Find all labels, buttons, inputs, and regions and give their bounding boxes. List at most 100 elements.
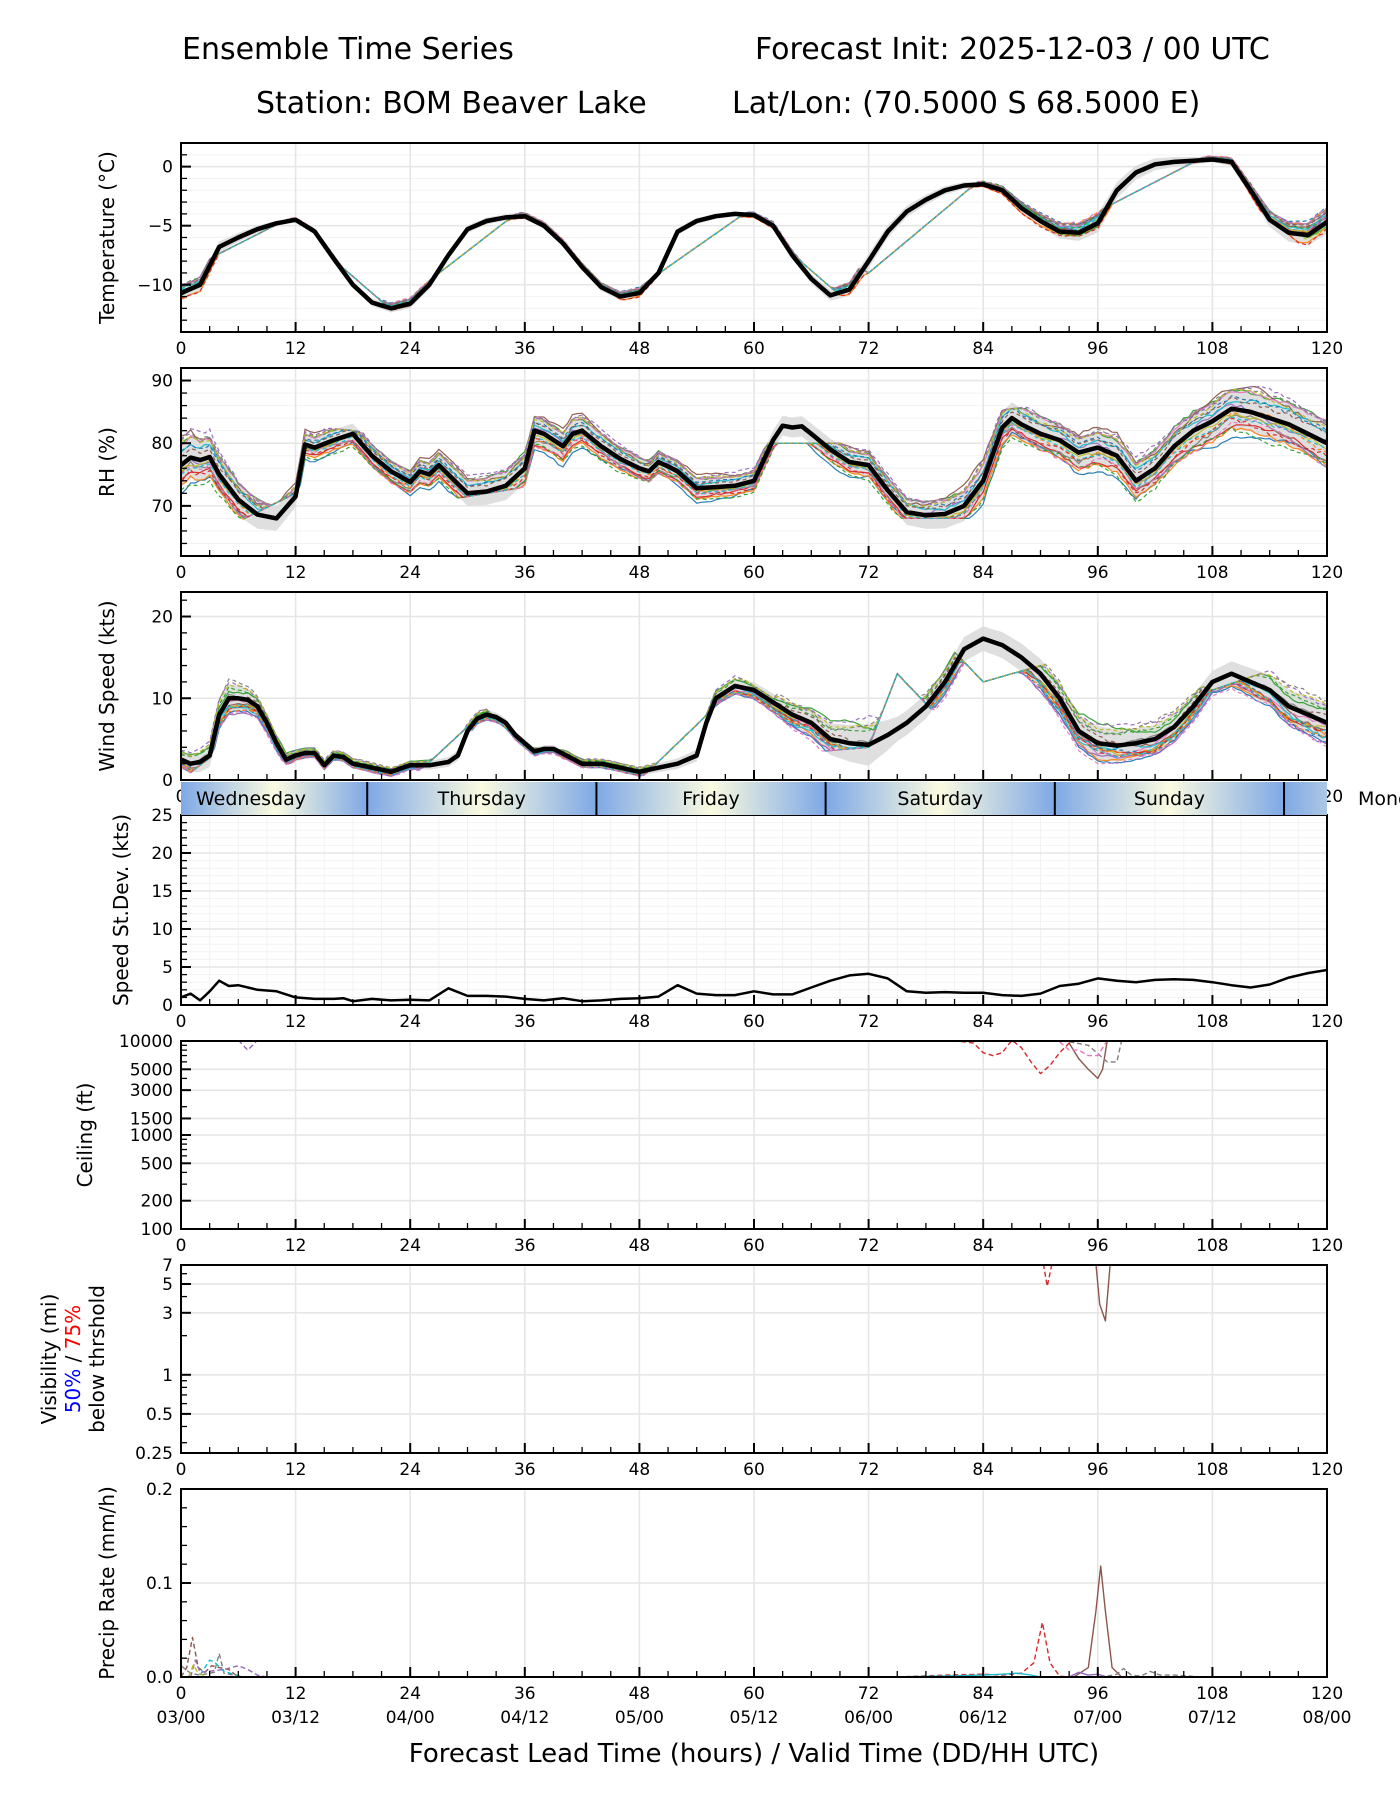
x-tick-label: 48	[629, 1684, 651, 1704]
y-tick-label: 0.25	[135, 1444, 173, 1464]
series-line-stdev	[181, 968, 1327, 1003]
x-tick-label: 0	[176, 339, 187, 359]
x-tick-label: 36	[514, 339, 536, 359]
x-tick-label: 48	[629, 1460, 651, 1480]
y-tick-label: 80	[151, 434, 173, 454]
x-tick-label-valid-time: 04/00	[386, 1708, 435, 1728]
x-tick-label: 24	[399, 339, 421, 359]
y-tick-label: 10	[151, 920, 173, 940]
y-tick-label: 0.2	[146, 1480, 173, 1500]
series-line-member_purple_dashed	[189, 1659, 268, 1677]
y-tick-label: −10	[137, 276, 173, 296]
x-tick-label: 96	[1087, 563, 1109, 583]
x-tick-label: 0	[176, 563, 187, 583]
ensemble-member-line	[181, 418, 1327, 519]
y-tick-label: 0	[162, 771, 173, 791]
x-tick-label: 120	[1311, 1460, 1343, 1480]
x-tick-label: 72	[858, 1460, 880, 1480]
ensemble-member-line	[181, 388, 1327, 509]
x-tick-label-valid-time: 03/00	[157, 1708, 206, 1728]
x-tick-label-valid-time: 07/00	[1073, 1708, 1122, 1728]
x-tick-label: 72	[858, 1684, 880, 1704]
x-tick-label-valid-time: 07/12	[1188, 1708, 1237, 1728]
title-forecast-init: Forecast Init: 2025-12-03 / 00 UTC	[755, 32, 1270, 67]
y-axis-label: Speed St.Dev. (kts)	[109, 814, 133, 1006]
ensemble-member-line	[181, 662, 1327, 777]
ensemble-member-line	[181, 395, 1327, 509]
x-tick-label: 0	[176, 1236, 187, 1256]
y-tick-label: 25	[151, 806, 173, 826]
x-tick-label: 108	[1196, 1684, 1228, 1704]
y-axis-label: Temperature (°C)	[95, 151, 119, 325]
x-tick-label: 36	[514, 1012, 536, 1032]
x-tick-label: 108	[1196, 1012, 1228, 1032]
x-tick-label: 96	[1087, 339, 1109, 359]
y-tick-label: 10	[151, 689, 173, 709]
y-tick-label: 3	[162, 1304, 173, 1324]
series-line-member_purple	[1068, 1671, 1108, 1677]
grid-precip	[180, 1488, 1328, 1678]
panel-temperature: 0 12 24 36 48 60 72 84 96 108 120 0 −5 −10 Temperature…	[95, 142, 1343, 359]
day-label-saturday: Saturday	[897, 788, 983, 810]
series-line-member_brown_dashed	[181, 1636, 248, 1677]
x-tick-label: 24	[399, 1460, 421, 1480]
y-tick-label: 20	[151, 844, 173, 864]
day-cell-wednesday	[181, 782, 368, 815]
title-latlon: Lat/Lon: (70.5000 S 68.5000 E)	[732, 86, 1201, 121]
y-tick-label: 0	[162, 996, 173, 1016]
x-tick-label: 96	[1087, 1012, 1109, 1032]
plot-area-visibility	[1042, 1265, 1111, 1322]
x-tick-label: 0	[176, 1460, 187, 1480]
x-tick-label-valid-time: 06/12	[959, 1708, 1008, 1728]
day-cell-friday	[596, 782, 826, 815]
panel-speed_stdev: 0 12 24 36 48 60 72 84 96 108 120 25 20 15 10 5 0 Speed S…	[109, 806, 1343, 1032]
x-tick-label: 48	[629, 563, 651, 583]
x-tick-label: 48	[629, 1012, 651, 1032]
ensemble-member-line	[181, 654, 1327, 769]
y-tick-label: 1	[162, 1366, 173, 1386]
day-cell-monday	[1284, 782, 1327, 815]
series-line-member_red_dashed	[897, 1621, 1070, 1677]
y-axis-label: Ceiling (ft)	[73, 1083, 97, 1188]
x-axis-label: Forecast Lead Time (hours) / Valid Time …	[409, 1739, 1099, 1769]
plot-area-speed_stdev	[181, 968, 1327, 1003]
y-tick-label: 5000	[130, 1060, 173, 1080]
x-tick-label: 60	[743, 563, 765, 583]
threshold-50-label: 50%	[61, 1369, 85, 1413]
ensemble-member-line	[181, 385, 1327, 506]
x-tick-label: 24	[399, 1684, 421, 1704]
panel-rh: 0 12 24 36 48 60 72 84 96 108 120 90 80 70 RH (%)	[95, 367, 1343, 583]
ensemble-spread-band	[181, 626, 1327, 776]
x-tick-label: 108	[1196, 563, 1228, 583]
day-cell-thursday	[367, 782, 597, 815]
y-tick-label: 7	[162, 1256, 173, 1276]
x-tick-label: 120	[1311, 339, 1343, 359]
series-line-member_pink_dashed	[1059, 1041, 1108, 1057]
x-tick-label: 96	[1087, 1460, 1109, 1480]
y-tick-label: 0.0	[146, 1668, 173, 1688]
plot-area-ceiling	[238, 1041, 1123, 1080]
x-tick-label: 96	[1087, 1236, 1109, 1256]
ensemble-mean-line	[181, 157, 1327, 311]
grid-visibility	[180, 1264, 1328, 1454]
x-tick-label: 12	[285, 1460, 307, 1480]
x-tick-label: 120	[1311, 1236, 1343, 1256]
y-axis-label: Visibility (mi)	[37, 1294, 61, 1425]
y-tick-label: −5	[148, 217, 173, 237]
y-axis-label-below-threshold: below thrshold	[85, 1285, 109, 1433]
y-tick-label: 15	[151, 882, 173, 902]
x-tick-label: 84	[972, 563, 994, 583]
x-tick-label: 84	[972, 1460, 994, 1480]
ensemble-mean-line	[181, 636, 1327, 775]
x-tick-label: 120	[1311, 1012, 1343, 1032]
y-tick-label: 1000	[130, 1126, 173, 1146]
y-axis-label: Wind Speed (kts)	[95, 600, 119, 771]
x-tick-label: 60	[743, 1012, 765, 1032]
x-tick-label: 72	[858, 339, 880, 359]
x-tick-label: 36	[514, 1236, 536, 1256]
x-tick-label: 12	[285, 1684, 307, 1704]
x-tick-label-valid-time: 06/00	[844, 1708, 893, 1728]
grid-ceiling	[180, 1040, 1328, 1230]
